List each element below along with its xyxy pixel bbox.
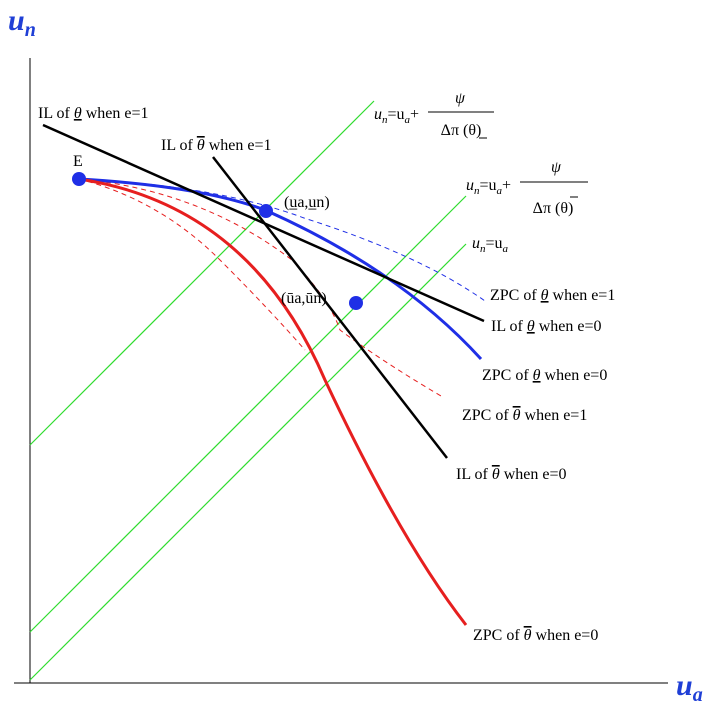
- y-axis-title: un: [8, 4, 36, 41]
- zpc-high-e0-curve: [78, 177, 468, 626]
- equation-2: un=ua+ ψ Δπ (θ): [466, 159, 588, 217]
- point-upper: [259, 204, 273, 218]
- eq2-lhs: un=ua+: [466, 177, 511, 197]
- point-lower: [349, 296, 363, 310]
- point-lower-label: (ūa,ūn): [281, 290, 327, 307]
- equation-1: un=ua+ ψ Δπ (θ): [374, 90, 494, 139]
- eq1-denominator: Δπ (θ): [441, 122, 482, 139]
- label-zpc-high-e0: ZPC of θ when e=0: [473, 627, 598, 644]
- green-line-eq3: [29, 243, 467, 681]
- eq1-numerator: ψ: [455, 90, 466, 107]
- label-il-high-e0: IL of θ when e=0: [456, 466, 566, 483]
- label-il-low-e0: IL of θ when e=0: [491, 318, 601, 335]
- point-upper-label: (u̲a,u̲n): [284, 194, 330, 211]
- equation-3: un=ua: [472, 235, 509, 255]
- green-line-eq2: [29, 195, 467, 633]
- point-e: [72, 172, 86, 186]
- label-zpc-low-e1: ZPC of θ when e=1: [490, 287, 615, 304]
- il-high-e1-line: [212, 156, 448, 459]
- eq2-denominator: Δπ (θ): [533, 200, 574, 217]
- x-axis-title: ua: [676, 669, 703, 705]
- label-il-high-e1: IL of θ when e=1: [161, 137, 271, 154]
- zpc-low-e0-curve: [78, 177, 483, 361]
- eq1-lhs: un=ua+: [374, 106, 419, 126]
- eq2-numerator: ψ: [551, 159, 562, 176]
- label-zpc-low-e0: ZPC of θ when e=0: [482, 367, 607, 384]
- zpc-low-e1-curve: [78, 178, 486, 302]
- point-e-label: E: [73, 153, 83, 170]
- label-il-low-e1: IL of θ when e=1: [38, 105, 148, 122]
- zpc-high-e1-inner-curve: [78, 178, 306, 351]
- label-zpc-high-e1: ZPC of θ when e=1: [462, 407, 587, 424]
- green-line-eq1: [29, 100, 375, 446]
